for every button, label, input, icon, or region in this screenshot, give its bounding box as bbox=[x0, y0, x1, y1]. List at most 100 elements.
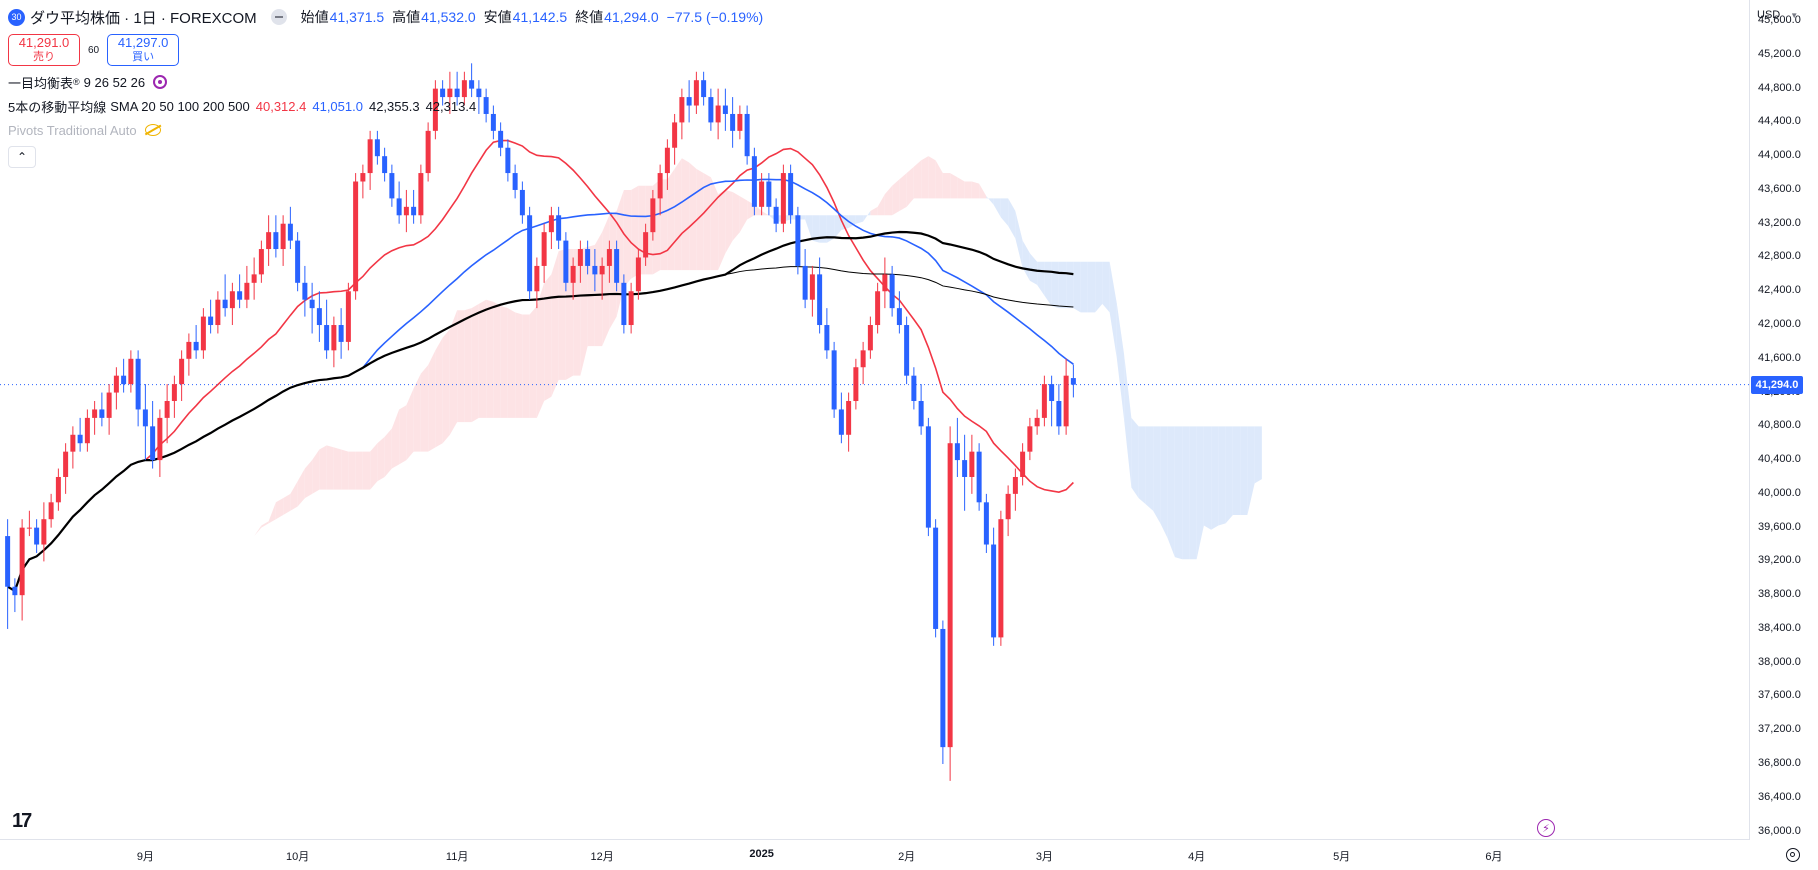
ichimoku-params: 9 26 52 26 bbox=[83, 74, 146, 90]
candle-body bbox=[157, 417, 163, 461]
ichimoku-cloud-segment bbox=[1196, 426, 1204, 560]
candle-body bbox=[55, 476, 61, 503]
ichimoku-cloud-segment bbox=[950, 173, 958, 199]
ichimoku-cloud-segment bbox=[515, 312, 523, 418]
time-tick-label: 2025 bbox=[749, 848, 774, 860]
ichimoku-cloud-segment bbox=[1254, 426, 1262, 484]
candle-body bbox=[208, 316, 214, 326]
tradingview-logo-icon[interactable]: 17 bbox=[12, 810, 32, 832]
candle-body bbox=[817, 274, 823, 326]
candle-body bbox=[1005, 493, 1011, 520]
candle-body bbox=[766, 181, 772, 207]
ichimoku-cloud-segment bbox=[435, 337, 443, 448]
candle-body bbox=[19, 527, 25, 596]
candle-body bbox=[722, 105, 728, 114]
candle-body bbox=[411, 206, 417, 216]
sell-button[interactable]: 41,291.0 売り bbox=[8, 34, 80, 66]
ichimoku-cloud-segment bbox=[326, 445, 334, 490]
ichimoku-cloud-segment bbox=[348, 451, 356, 490]
ichimoku-cloud-segment bbox=[399, 405, 407, 465]
candle-body bbox=[244, 282, 250, 300]
ichimoku-cloud-segment bbox=[928, 156, 936, 199]
candle-body bbox=[150, 426, 156, 461]
buy-label: 買い bbox=[132, 51, 155, 63]
price-axis[interactable]: 45,600.0 45,200.0 44,800.0 44,400.0 44,000.0… bbox=[1750, 0, 1818, 840]
candle-body bbox=[548, 215, 554, 233]
candle-body bbox=[338, 325, 344, 342]
time-axis[interactable]: 9月 10月 11月 12月 2025 2月 3月 4月 5月 6月 bbox=[0, 840, 1750, 870]
price-tick-label: 40,400.0 bbox=[1758, 453, 1801, 466]
ichimoku-cloud-segment bbox=[863, 211, 871, 222]
ichimoku-cloud-segment bbox=[913, 160, 922, 199]
ichimoku-cloud-segment bbox=[892, 179, 900, 216]
candle-body bbox=[621, 282, 627, 326]
candle-body bbox=[367, 139, 373, 174]
ichimoku-cloud-segment bbox=[312, 449, 320, 494]
symbol-badge: 30 bbox=[8, 8, 25, 26]
candle-body bbox=[635, 257, 641, 292]
time-tick-label: 9月 bbox=[136, 851, 154, 863]
candle-body bbox=[418, 173, 424, 216]
candle-body bbox=[527, 215, 533, 292]
ichimoku-cloud-segment bbox=[551, 251, 559, 397]
candle-body bbox=[251, 274, 257, 283]
indicator-ichimoku[interactable]: 一目均衡表 ® 9 26 52 26 bbox=[8, 70, 763, 94]
candle-body bbox=[628, 291, 634, 326]
candle-body bbox=[483, 97, 489, 114]
symbol-title[interactable]: ダウ平均株価 · 1日 · FOREXCOM bbox=[30, 9, 257, 27]
hidden-eye-icon[interactable] bbox=[144, 124, 161, 136]
candle-body bbox=[121, 375, 127, 385]
ichimoku-cloud-segment bbox=[239, 548, 247, 562]
ichimoku-cloud-segment bbox=[406, 388, 414, 461]
candle-body bbox=[614, 249, 620, 283]
ichimoku-cloud-segment bbox=[1116, 303, 1125, 420]
candle-body bbox=[860, 350, 866, 368]
chart-pane[interactable] bbox=[0, 0, 1750, 840]
candle-body bbox=[432, 88, 438, 131]
ichimoku-cloud-segment bbox=[370, 443, 378, 490]
candle-body bbox=[708, 97, 714, 123]
lightning-icon[interactable]: ⚡ bbox=[1537, 819, 1555, 837]
ichimoku-cloud-segment bbox=[732, 192, 740, 241]
sma200-line bbox=[7, 266, 1074, 592]
candle-body bbox=[1034, 417, 1040, 427]
ichimoku-cloud-segment bbox=[1102, 261, 1110, 313]
hide-icon[interactable] bbox=[270, 9, 287, 25]
ichimoku-cloud-segment bbox=[1182, 426, 1190, 560]
candle-body bbox=[693, 80, 699, 106]
indicator-ma[interactable]: 5本の移動平均線 SMA 20 50 100 200 500 40,312.4 … bbox=[8, 94, 763, 118]
collapse-legend-button[interactable]: ⌃ bbox=[8, 146, 36, 168]
indicator-pivots[interactable]: Pivots Traditional Auto bbox=[8, 118, 763, 142]
candle-body bbox=[309, 299, 315, 309]
ichimoku-cloud-segment bbox=[391, 409, 400, 469]
chart-canvas[interactable] bbox=[0, 0, 1750, 840]
trade-box: 41,291.0 売り 60 41,297.0 買い bbox=[8, 34, 763, 66]
buy-button[interactable]: 41,297.0 買い bbox=[107, 34, 180, 66]
ichimoku-cloud-segment bbox=[805, 215, 813, 241]
candle-body bbox=[490, 113, 496, 131]
candle-body bbox=[969, 451, 975, 477]
price-tick-label: 44,000.0 bbox=[1758, 149, 1801, 162]
settings-icon[interactable] bbox=[1786, 848, 1800, 862]
ichimoku-cloud-segment bbox=[1037, 261, 1045, 296]
ichimoku-cloud-segment bbox=[283, 493, 291, 515]
candle-body bbox=[846, 401, 852, 435]
ichimoku-cloud-segment bbox=[268, 502, 276, 524]
candle-body bbox=[838, 409, 844, 435]
ichimoku-cloud-segment bbox=[442, 329, 450, 444]
ichimoku-cloud-segment bbox=[710, 177, 719, 271]
candle-body bbox=[925, 426, 931, 528]
ichimoku-cloud-segment bbox=[1225, 426, 1233, 524]
time-tick-label: 2月 bbox=[898, 851, 916, 863]
price-tick-label: 36,000.0 bbox=[1758, 824, 1801, 837]
ichimoku-cloud-segment bbox=[1080, 261, 1088, 313]
price-tick-label: 37,200.0 bbox=[1758, 723, 1801, 736]
currency-selector[interactable]: USD ▼ bbox=[1752, 4, 1798, 26]
candle-body bbox=[505, 147, 511, 174]
ichimoku-cloud-segment bbox=[826, 215, 835, 243]
ma50-value: 41,051.0 bbox=[312, 98, 363, 114]
ichimoku-cloud-segment bbox=[921, 156, 929, 199]
ichimoku-cloud-segment bbox=[225, 565, 233, 570]
candle-body bbox=[258, 249, 264, 275]
ichimoku-cloud-segment bbox=[870, 206, 878, 216]
